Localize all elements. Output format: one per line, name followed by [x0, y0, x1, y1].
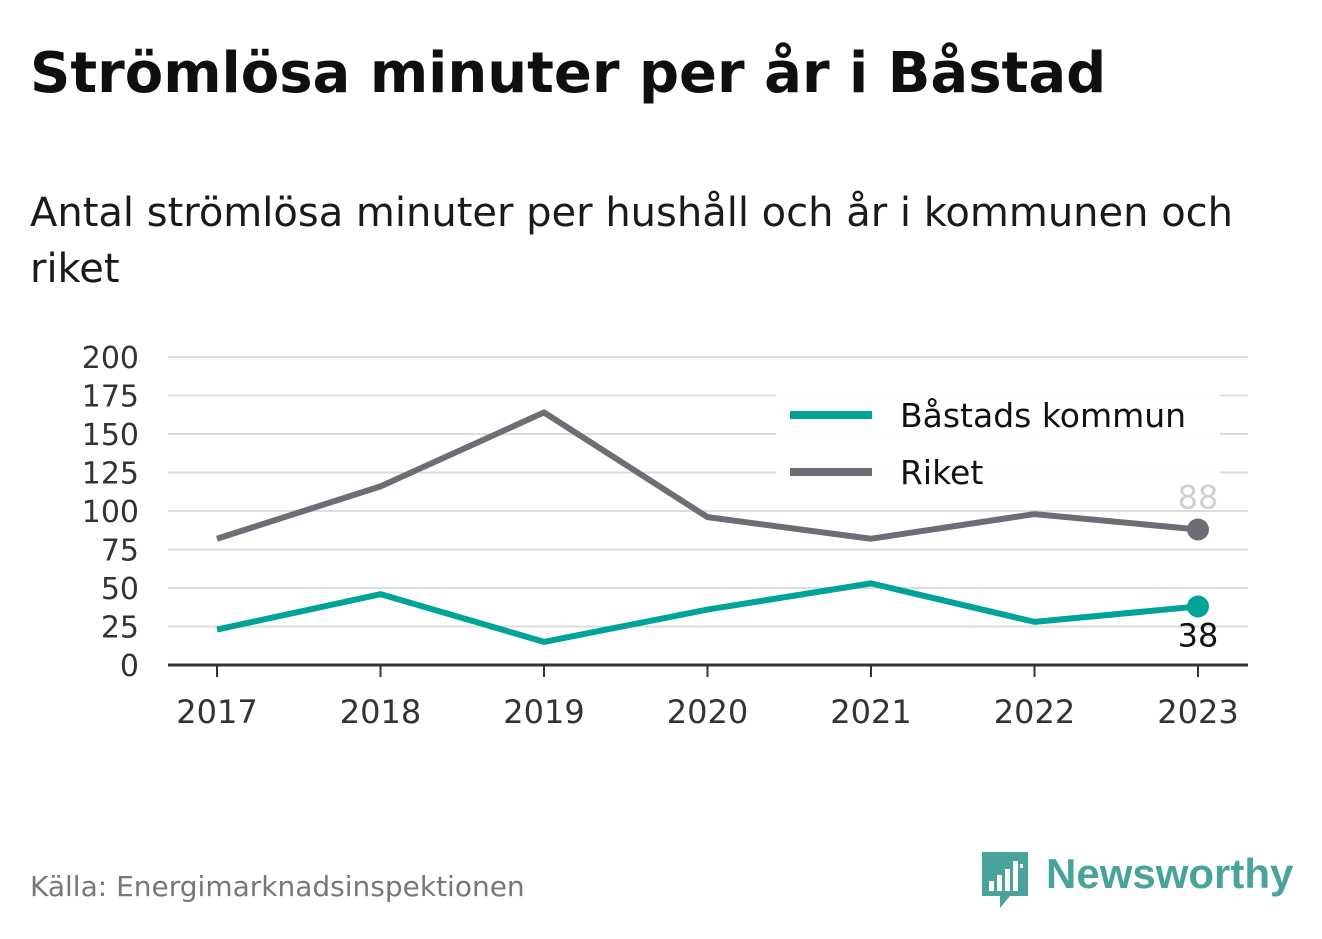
- end-value-labels: 38 88: [1178, 478, 1219, 654]
- series-lines: [216, 409, 1209, 645]
- brand-name: Newsworthy: [1046, 850, 1294, 897]
- y-tick-label: 100: [82, 495, 139, 530]
- y-tick-label: 175: [82, 380, 139, 415]
- legend-background: [776, 385, 1220, 497]
- series-end-point: [1187, 518, 1209, 541]
- y-tick-label: 200: [82, 341, 139, 376]
- source-note: Källa: Energimarknadsinspektionen: [30, 870, 525, 903]
- end-value-label: 88: [1178, 478, 1219, 516]
- y-tick-label: 75: [101, 534, 139, 569]
- y-tick-label: 25: [101, 611, 139, 646]
- series-line: [216, 580, 1199, 645]
- y-tick-label: 0: [120, 649, 139, 684]
- grid-lines: [168, 356, 1248, 628]
- y-tick-label: 150: [82, 418, 139, 453]
- chart-subtitle: Antal strömlösa minuter per hushåll och …: [30, 190, 1234, 292]
- end-value-label: 38: [1178, 616, 1219, 654]
- legend-label: Båstads kommun: [900, 396, 1186, 435]
- x-tick-label: 2020: [667, 693, 748, 731]
- series-line: [216, 409, 1199, 542]
- x-tick-label: 2023: [1157, 693, 1238, 731]
- x-axis-ticks: 2017 2018 2019 2020 2021 2022 2023: [176, 665, 1239, 731]
- brand-logo: Newsworthy: [980, 848, 1300, 912]
- chart-title: Strömlösa minuter per år i Båstad: [30, 41, 1107, 106]
- x-tick-label: 2022: [994, 693, 1075, 731]
- y-tick-label: 50: [101, 572, 139, 607]
- x-tick-label: 2021: [830, 693, 911, 731]
- bar-chart-speech-bubble-icon: [982, 852, 1028, 908]
- legend-label: Riket: [900, 453, 983, 492]
- x-tick-label: 2019: [503, 693, 584, 731]
- y-tick-label: 125: [82, 457, 139, 492]
- series-end-point: [1187, 595, 1209, 618]
- x-tick-label: 2017: [176, 693, 257, 731]
- legend: Båstads kommun Riket: [776, 385, 1220, 497]
- x-tick-label: 2018: [340, 693, 421, 731]
